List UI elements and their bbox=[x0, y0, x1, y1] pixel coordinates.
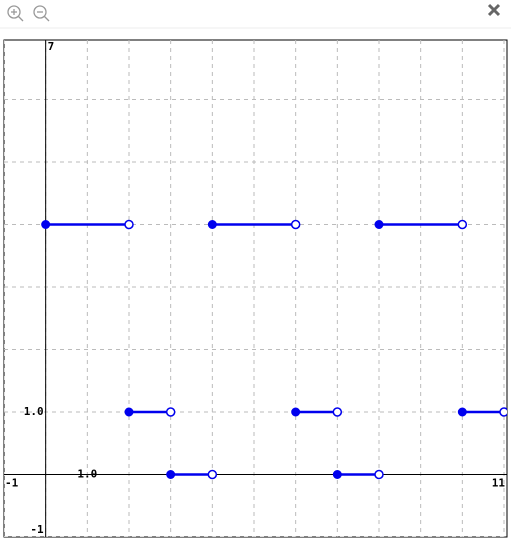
close-button[interactable] bbox=[487, 3, 501, 17]
closed-endpoint bbox=[332, 470, 342, 479]
plot-area bbox=[4, 40, 507, 537]
closed-endpoint bbox=[41, 220, 51, 229]
open-endpoint bbox=[499, 407, 507, 417]
zoom-out-button[interactable] bbox=[33, 5, 50, 22]
open-endpoint bbox=[332, 407, 343, 417]
open-endpoint bbox=[124, 219, 134, 230]
closed-endpoint bbox=[207, 220, 217, 229]
closed-endpoint bbox=[124, 407, 134, 417]
open-endpoint bbox=[207, 469, 218, 480]
open-endpoint bbox=[165, 407, 176, 417]
labels: 1.0 1.0 -1 11 7 -1 bbox=[5, 40, 505, 536]
x-min-label: -1 bbox=[5, 477, 19, 490]
closed-endpoint bbox=[166, 470, 176, 479]
closed-endpoint bbox=[374, 220, 384, 229]
closed-endpoint bbox=[457, 407, 467, 417]
closed-endpoint bbox=[291, 407, 301, 417]
open-endpoint bbox=[290, 219, 301, 230]
x-max-label: 11 bbox=[492, 477, 506, 490]
y-max-label: 7 bbox=[48, 40, 55, 53]
open-endpoint bbox=[374, 469, 384, 480]
zoom-in-button[interactable] bbox=[7, 5, 24, 22]
open-endpoint bbox=[457, 219, 468, 230]
y-min-label: -1 bbox=[30, 523, 44, 536]
x-tick-label: 1.0 bbox=[77, 468, 97, 481]
y-tick-label: 1.0 bbox=[24, 405, 44, 418]
plot-frame bbox=[3, 39, 508, 538]
